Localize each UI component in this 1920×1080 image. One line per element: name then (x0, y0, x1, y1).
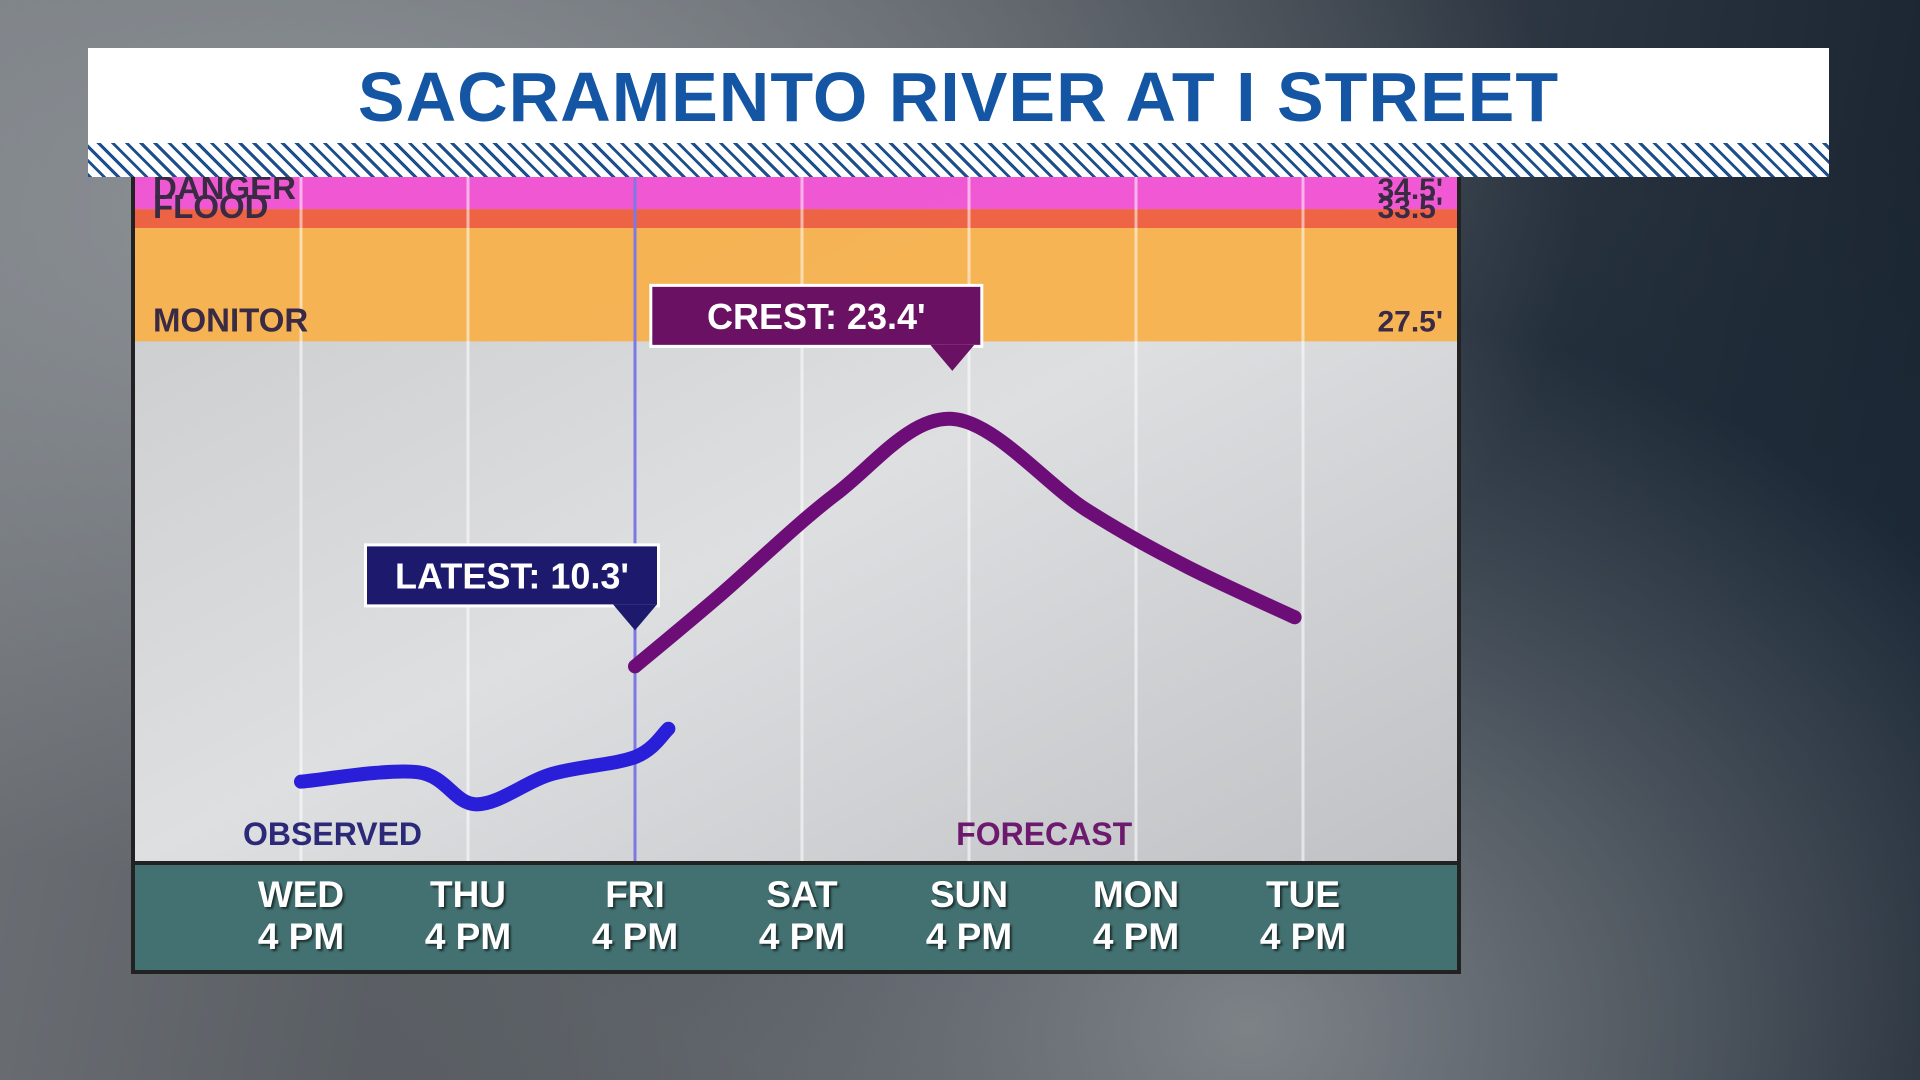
x-axis-bar (135, 865, 1457, 970)
x-tick-mon: MON 4 PM (1051, 874, 1221, 958)
title-banner: SACRAMENTO RIVER AT I STREET (88, 48, 1829, 177)
x-tick-time: 4 PM (591, 916, 679, 957)
label-forecast: FORECAST (956, 816, 1132, 852)
x-tick-sat: SAT 4 PM (717, 874, 887, 958)
callout-crest: CREST: 23.4' (649, 283, 984, 371)
x-tick-sun: SUN 4 PM (884, 874, 1054, 958)
x-tick-day: SUN (929, 874, 1009, 915)
band-danger (135, 177, 1457, 210)
callout-text: LATEST: 10.3' (395, 555, 629, 596)
chart-title: SACRAMENTO RIVER AT I STREET (357, 58, 1560, 136)
x-tick-time: 4 PM (424, 916, 512, 957)
x-tick-wed: WED 4 PM (216, 874, 386, 958)
x-tick-day: THU (429, 874, 507, 915)
series-line-observed (294, 721, 676, 812)
x-tick-time: 4 PM (758, 916, 846, 957)
band-label-danger: DANGER (153, 177, 296, 206)
x-tick-day: TUE (1266, 874, 1340, 915)
callout-text: CREST: 23.4' (707, 296, 926, 337)
x-tick-time: 4 PM (925, 916, 1013, 957)
x-tick-day: SAT (766, 874, 838, 915)
x-tick-day: WED (257, 874, 345, 915)
band-value-monitor: 27.5' (1377, 305, 1443, 338)
x-tick-fri: FRI 4 PM (550, 874, 720, 958)
band-flood (135, 209, 1457, 229)
x-tick-tue: TUE 4 PM (1218, 874, 1388, 958)
band-value-danger: 34.5' (1377, 177, 1443, 206)
band-label-flood: FLOOD (153, 188, 268, 225)
band-label-monitor: MONITOR (153, 301, 308, 338)
series-line-forecast (628, 411, 1302, 674)
title-stripe (88, 143, 1829, 177)
chart-area: DANGER 34.5' FLOOD 33.5' MONITOR 27.5' LATEST… (135, 177, 1457, 861)
x-tick-time: 4 PM (1259, 916, 1347, 957)
callout-latest: LATEST: 10.3' (364, 543, 660, 631)
label-observed: OBSERVED (243, 816, 422, 852)
x-tick-time: 4 PM (1092, 916, 1180, 957)
x-tick-thu: THU 4 PM (383, 874, 553, 958)
river-stage-chart: DANGER 34.5' FLOOD 33.5' MONITOR 27.5' LATEST… (135, 177, 1457, 861)
x-tick-time: 4 PM (257, 916, 345, 957)
x-tick-day: MON (1092, 874, 1180, 915)
band-value-flood: 33.5' (1377, 192, 1443, 225)
x-tick-day: FRI (605, 874, 665, 915)
